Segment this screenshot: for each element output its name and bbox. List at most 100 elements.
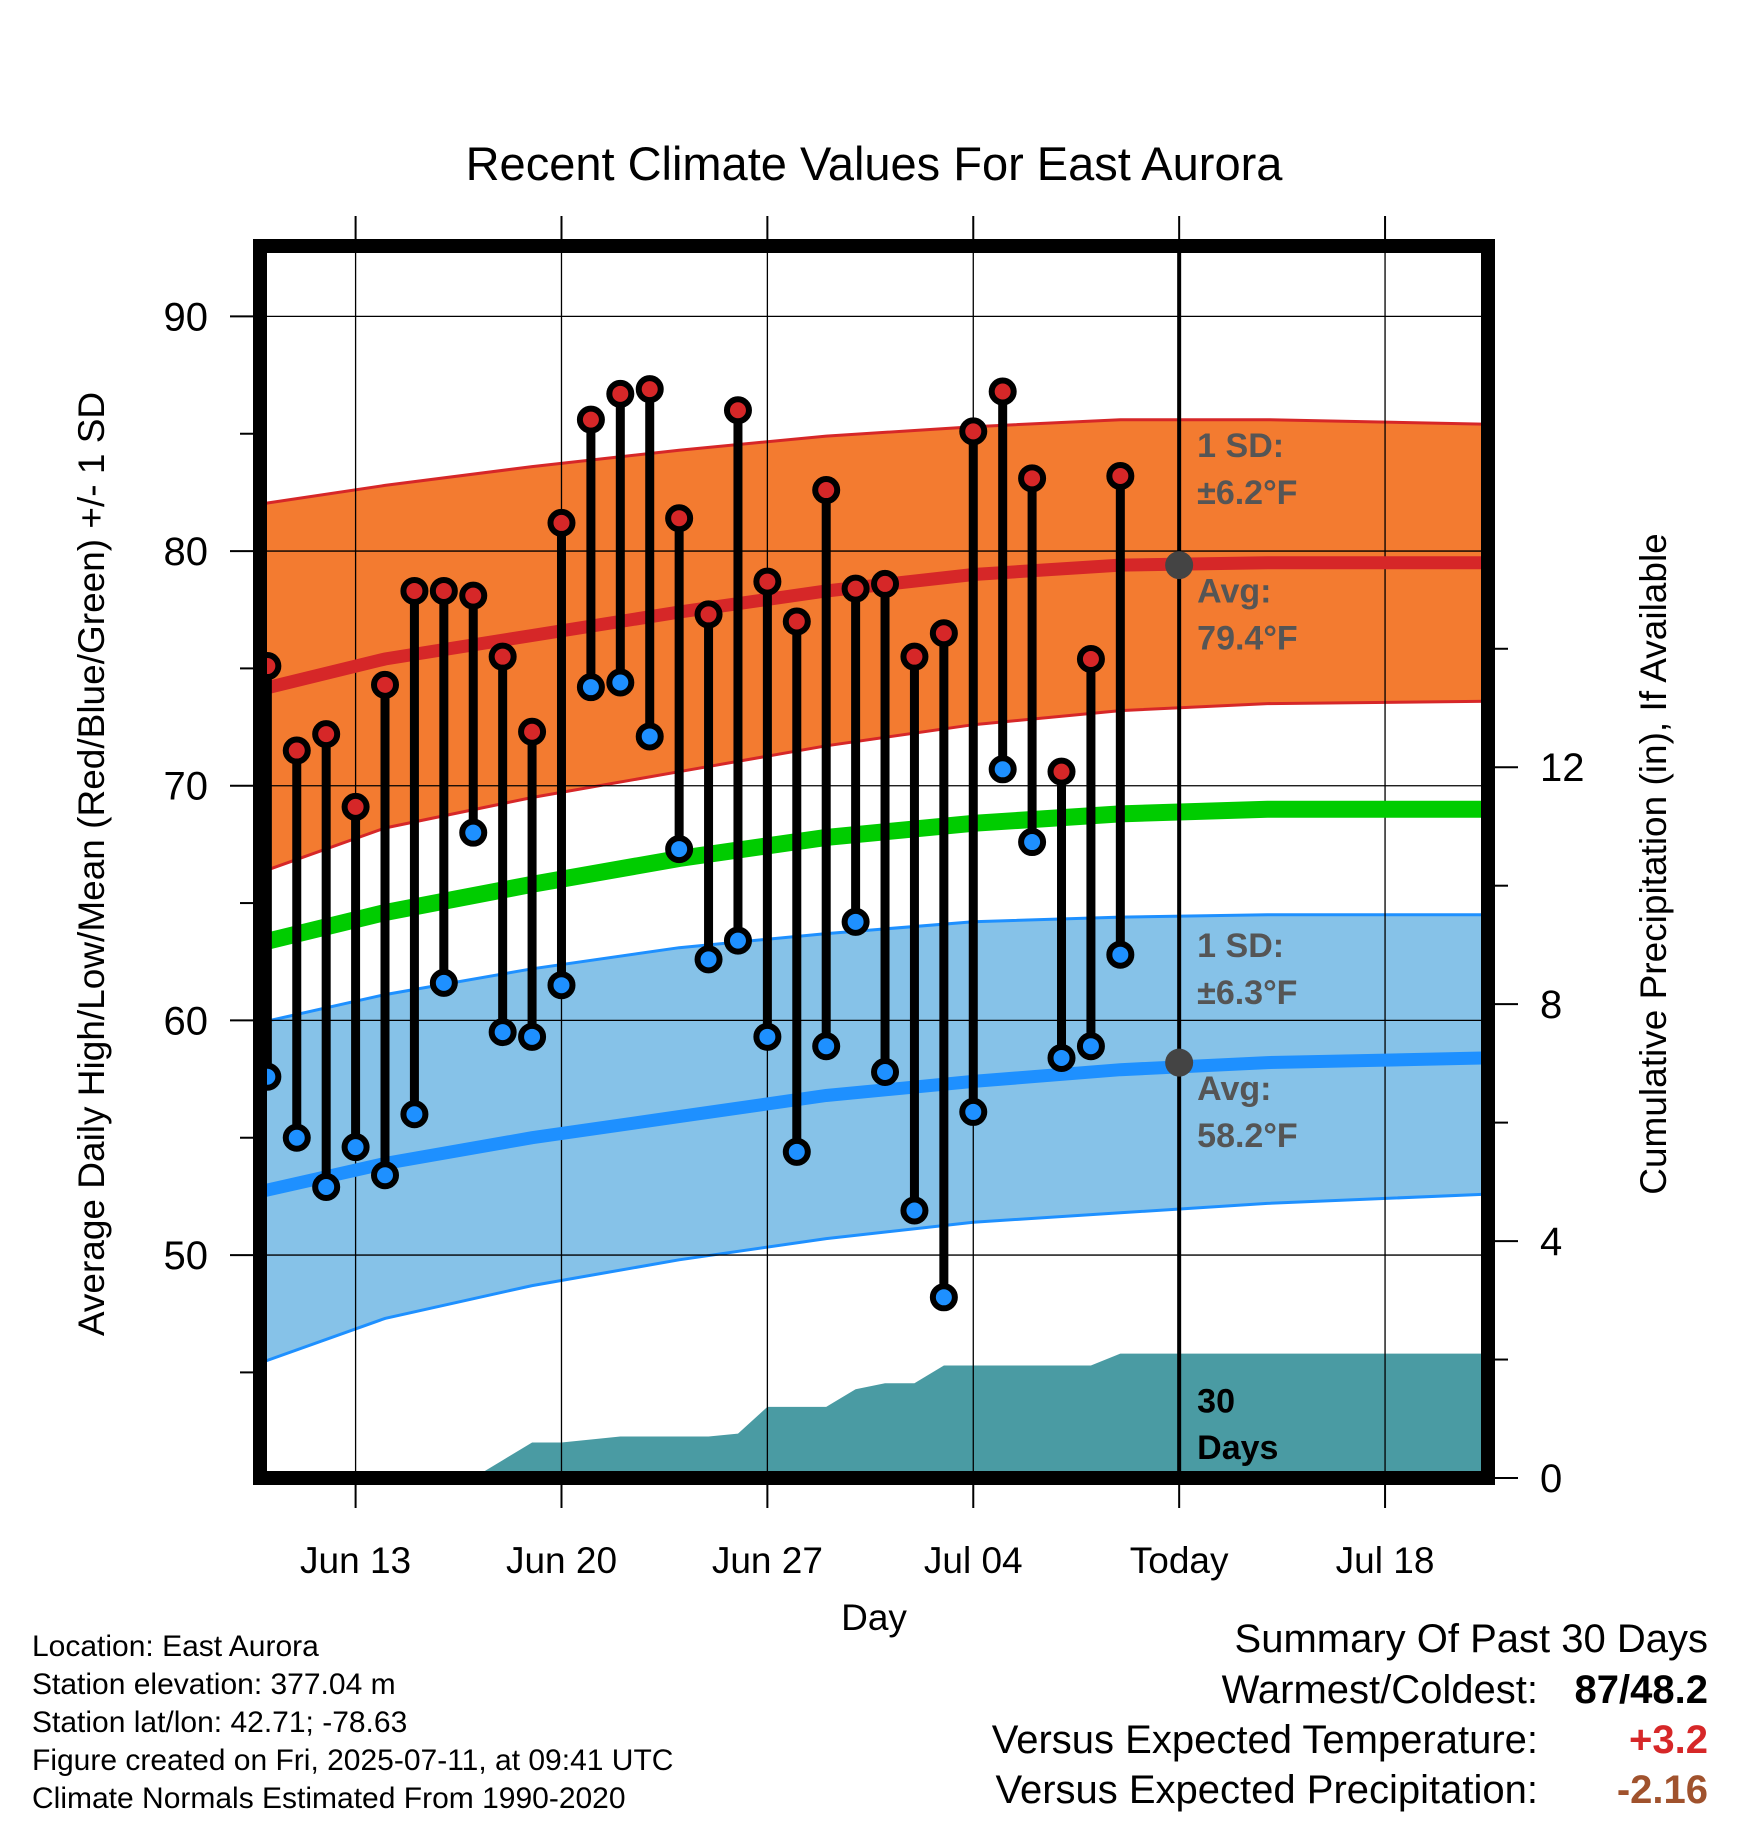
daily-high-point (1018, 464, 1047, 493)
summary-warmest-label: Warmest/Coldest: (1221, 1668, 1538, 1712)
daily-high-point (547, 508, 576, 537)
low-avg-line (258, 1051, 1489, 1199)
high-avg-value: 79.4°F (1197, 620, 1298, 658)
high-sd-upper-line (259, 418, 1489, 506)
today-low-normal-marker (1165, 1048, 1194, 1077)
daily-low-point (900, 1196, 929, 1225)
daily-high-point (429, 576, 458, 605)
daily-low-point (488, 1018, 517, 1047)
summary-temp-value: +3.2 (1629, 1718, 1708, 1762)
y-tick-label: 60 (164, 999, 209, 1043)
x-axis-label: Day (841, 1597, 907, 1638)
high-sd-value: ±6.2°F (1197, 474, 1297, 512)
summary-precip-label: Versus Expected Precipitation: (995, 1768, 1538, 1812)
daily-low-point (988, 755, 1017, 784)
footer-normals: Climate Normals Estimated From 1990-2020 (32, 1782, 626, 1815)
daily-high-point (1047, 757, 1076, 786)
daily-low-point (1076, 1032, 1105, 1061)
daily-high-point (871, 569, 900, 598)
low-sd-lower-line (259, 1192, 1489, 1365)
y2-tick-label: 0 (1540, 1457, 1562, 1501)
daily-high-point (459, 581, 488, 610)
daily-low-point (518, 1022, 547, 1051)
y2-tick-label: 4 (1540, 1220, 1562, 1264)
daily-low-point (782, 1137, 811, 1166)
daily-high-point (812, 476, 841, 505)
daily-high-point (782, 607, 811, 636)
high-sd-label: 1 SD: (1197, 427, 1284, 465)
precipitation-area (414, 1353, 1488, 1478)
low-avg-label: Avg: (1197, 1070, 1271, 1108)
daily-low-point (841, 907, 870, 936)
chart-title: Recent Climate Values For East Aurora (466, 137, 1284, 190)
daily-low-point (1106, 940, 1135, 969)
x-tick-label: Jul 04 (924, 1540, 1023, 1581)
daily-low-point (635, 722, 664, 751)
daily-low-point (429, 968, 458, 997)
y2-tick-label: 8 (1540, 983, 1562, 1027)
y2-tick-label: 12 (1540, 746, 1585, 790)
daily-low-point (871, 1058, 900, 1087)
daily-low-point (606, 668, 635, 697)
summary-temp-label: Versus Expected Temperature: (991, 1718, 1538, 1762)
y-axis-label: Average Daily High/Low/Mean (Red/Blue/Gr… (71, 392, 112, 1336)
summary-warmest-row: Warmest/Coldest: 87/48.2 (1222, 1668, 1708, 1713)
days-label-line1: 30 (1197, 1382, 1235, 1420)
daily-low-point (341, 1133, 370, 1162)
daily-high-point (723, 396, 752, 425)
daily-high-point (694, 600, 723, 629)
daily-low-point (929, 1283, 958, 1312)
daily-high-point (606, 379, 635, 408)
daily-low-point (547, 971, 576, 1000)
daily-high-point (929, 619, 958, 648)
daily-high-point (959, 417, 988, 446)
daily-high-point (753, 567, 782, 596)
daily-low-point (694, 945, 723, 974)
daily-high-point (312, 720, 341, 749)
daily-low-point (959, 1097, 988, 1126)
daily-high-point (1106, 461, 1135, 490)
daily-low-point (312, 1173, 341, 1202)
daily-low-point (459, 818, 488, 847)
footer-location: Location: East Aurora (32, 1630, 319, 1663)
daily-low-point (282, 1123, 311, 1152)
x-tick-label: Jun 27 (712, 1540, 823, 1581)
daily-low-point (723, 926, 752, 955)
daily-low-point (753, 1022, 782, 1051)
y2-axis-label: Cumulative Precipitation (in), If Availa… (1633, 533, 1674, 1195)
summary-title: Summary Of Past 30 Days (1234, 1617, 1708, 1661)
daily-high-point (341, 792, 370, 821)
daily-high-point (665, 504, 694, 533)
x-tick-label: Jul 18 (1336, 1540, 1435, 1581)
daily-high-point (1076, 645, 1105, 674)
x-tick-label: Jun 13 (300, 1540, 411, 1581)
daily-low-point (665, 835, 694, 864)
daily-low-point (371, 1161, 400, 1190)
daily-high-point (400, 576, 429, 605)
daily-high-point (900, 642, 929, 671)
low-sd-value: ±6.3°F (1197, 974, 1297, 1012)
daily-high-point (371, 670, 400, 699)
y-tick-label: 70 (164, 765, 209, 809)
low-avg-value: 58.2°F (1197, 1117, 1298, 1155)
daily-high-point (488, 642, 517, 671)
summary-warmest-value: 87/48.2 (1574, 1668, 1708, 1712)
daily-high-point (282, 736, 311, 765)
daily-low-point (576, 673, 605, 702)
daily-high-point (635, 375, 664, 404)
daily-high-point (576, 405, 605, 434)
daily-high-point (518, 717, 547, 746)
daily-high-point (841, 574, 870, 603)
summary-precip-row: Versus Expected Precipitation: -2.16 (995, 1768, 1708, 1813)
x-tick-label: Today (1130, 1540, 1229, 1581)
daily-low-point (400, 1100, 429, 1129)
y-tick-label: 80 (164, 530, 209, 574)
daily-high-point (988, 377, 1017, 406)
footer-latlon: Station lat/lon: 42.71; -78.63 (32, 1706, 408, 1739)
today-high-normal-marker (1165, 551, 1194, 580)
y-tick-label: 90 (164, 295, 209, 339)
high-avg-label: Avg: (1197, 573, 1271, 611)
footer-elevation: Station elevation: 377.04 m (32, 1668, 396, 1701)
x-tick-label: Jun 20 (506, 1540, 617, 1581)
